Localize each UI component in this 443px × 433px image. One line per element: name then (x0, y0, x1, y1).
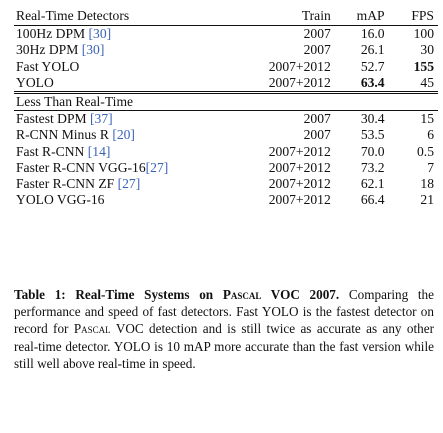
section-title: Less Than Real-Time (14, 92, 438, 112)
train-cell: 2007+2012 (268, 143, 331, 159)
table-row: Fast R-CNN [14] 2007+2012 70.0 0.5 (14, 144, 438, 160)
detector-name-cell: Fast YOLO (14, 59, 227, 75)
map-cell: 66.4 (360, 192, 385, 208)
table-row: Faster R-CNN VGG-16[27] 2007+2012 73.2 7 (14, 160, 438, 176)
map-cell: 73.2 (360, 159, 385, 175)
fps-cell: 0.5 (417, 143, 434, 159)
fps-cell: 15 (420, 111, 434, 127)
detector-name-cell: Fastest DPM [37] (14, 111, 227, 128)
map-cell: 52.7 (360, 58, 385, 74)
header-detectors: Real-Time Detectors (14, 8, 228, 27)
table-row: R-CNN Minus R [20] 2007 53.5 6 (14, 127, 438, 143)
detector-name-cell: Fast R-CNN [14] (14, 144, 227, 160)
caption-label: Table 1: (14, 287, 66, 302)
train-cell: 2007+2012 (268, 58, 331, 74)
results-table: Real-Time Detectors Train mAP FPS 100Hz … (14, 8, 438, 208)
citation-link[interactable]: [14] (87, 143, 111, 159)
detector-name: Fastest DPM (16, 111, 87, 127)
detector-name-cell: Faster R-CNN VGG-16[27] (14, 160, 227, 176)
caption-title-b: VOC 2007. (261, 287, 340, 302)
fps-cell: 45 (388, 74, 438, 94)
train-cell: 2007 (303, 42, 331, 58)
detector-name-cell: R-CNN Minus R [20] (14, 127, 227, 143)
detector-name-cell: Faster R-CNN ZF [27] (14, 176, 227, 192)
table-row: 100Hz DPM [30] 2007 16.0 100 (14, 26, 438, 43)
caption-title-a: Real-Time Systems on (75, 287, 223, 302)
table-header-row: Real-Time Detectors Train mAP FPS (14, 8, 438, 27)
detector-name-cell: YOLO (14, 74, 228, 94)
table-row: 30Hz DPM [30] 2007 26.1 30 (14, 42, 438, 58)
citation-link[interactable]: [37] (90, 111, 113, 127)
caption-body-sc: Pascal (73, 321, 111, 337)
train-cell: 2007 (303, 111, 331, 127)
citation-link[interactable]: [20] (112, 127, 135, 143)
train-cell: 2007+2012 (268, 159, 331, 175)
fps-cell: 155 (413, 58, 434, 74)
map-cell: 26.1 (360, 42, 385, 58)
detector-name: YOLO VGG-16 (16, 192, 105, 208)
table-row: Fastest DPM [37] 2007 30.4 15 (14, 111, 438, 128)
map-cell: 70.0 (360, 143, 385, 159)
header-map: mAP (334, 8, 389, 27)
detector-name: Faster R-CNN VGG-16 (16, 159, 146, 175)
detector-name: Faster R-CNN ZF (16, 176, 115, 192)
fps-cell: 30 (420, 42, 434, 58)
caption-body-a: Comparing the performance and speed of f… (14, 287, 434, 337)
map-cell: 53.5 (360, 127, 385, 143)
map-cell: 63.4 (334, 74, 389, 94)
citation-link[interactable]: [27] (117, 176, 141, 192)
fps-cell: 6 (427, 127, 434, 143)
citation-link[interactable]: [30] (88, 26, 112, 42)
detector-name-cell: 30Hz DPM [30] (14, 42, 227, 58)
fps-cell: 18 (420, 176, 434, 192)
table-caption: Table 1: Real-Time Systems on Pascal VOC… (14, 286, 434, 372)
caption-body-b: VOC detection and is still twice as accu… (14, 321, 434, 371)
train-cell: 2007 (303, 127, 331, 143)
train-cell: 2007+2012 (268, 176, 331, 192)
detector-name-cell: 100Hz DPM [30] (14, 26, 227, 43)
train-cell: 2007+2012 (227, 74, 335, 94)
map-cell: 30.4 (360, 111, 385, 127)
caption-title-sc: Pascal (222, 287, 262, 302)
citation-link[interactable]: [30] (81, 42, 105, 58)
header-train: Train (227, 8, 335, 27)
fps-cell: 7 (427, 159, 434, 175)
detector-name-cell: YOLO VGG-16 (14, 192, 227, 208)
table-row: YOLO VGG-16 2007+2012 66.4 21 (14, 192, 438, 208)
table-row: Faster R-CNN ZF [27] 2007+2012 62.1 18 (14, 176, 438, 192)
citation-link[interactable]: [27] (145, 159, 169, 175)
table-row: Fast YOLO 2007+2012 52.7 155 (14, 59, 438, 75)
fps-cell: 100 (413, 26, 434, 42)
map-cell: 16.0 (360, 26, 385, 42)
detector-name: 100Hz DPM (16, 26, 86, 42)
table-row: YOLO 2007+2012 63.4 45 (14, 74, 438, 94)
detector-name: Fast YOLO (16, 58, 80, 74)
detector-name: 30Hz DPM (16, 42, 79, 58)
header-fps: FPS (388, 8, 438, 27)
detector-name: YOLO (16, 74, 54, 90)
fps-cell: 21 (420, 192, 434, 208)
map-cell: 62.1 (360, 176, 385, 192)
detector-name: Fast R-CNN (16, 143, 85, 159)
train-cell: 2007+2012 (268, 192, 331, 208)
train-cell: 2007 (303, 26, 331, 42)
section-title-row: Less Than Real-Time (14, 92, 438, 112)
detector-name: R-CNN Minus R (16, 127, 109, 143)
